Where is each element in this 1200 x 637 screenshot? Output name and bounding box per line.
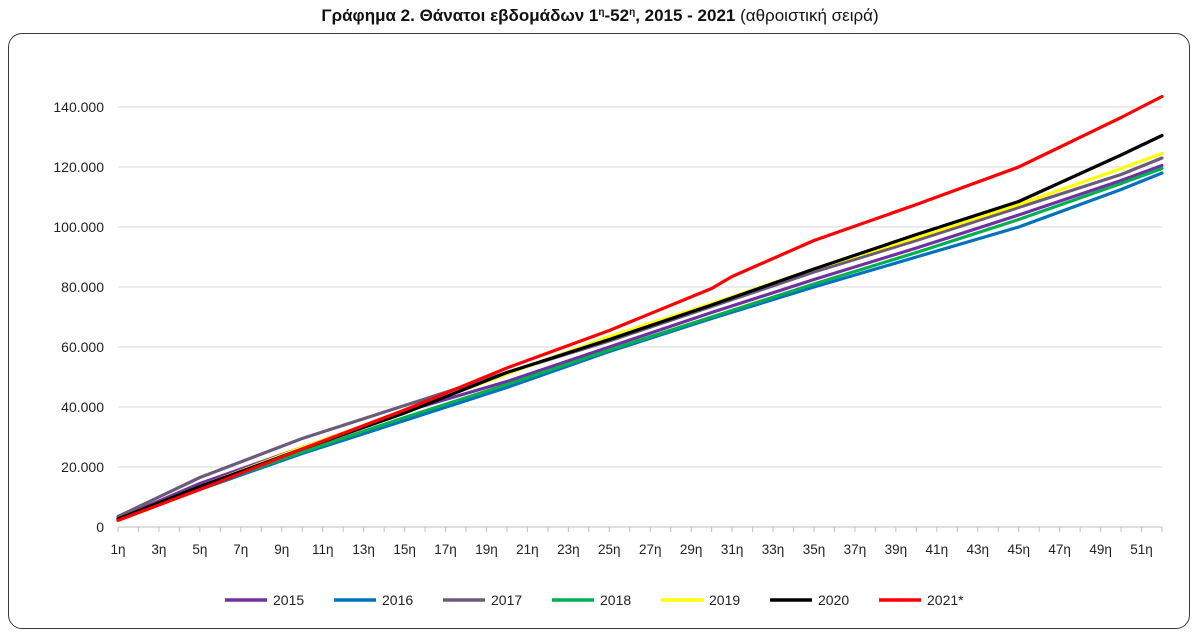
x-tick-label: 47η <box>1048 542 1071 557</box>
y-tick-label: 140.000 <box>53 99 104 115</box>
x-tick-label: 9η <box>274 542 289 557</box>
x-tick-label: 17η <box>434 542 457 557</box>
x-tick-label: 41η <box>926 542 949 557</box>
y-tick-label: 40.000 <box>61 399 104 415</box>
legend-label: 2015 <box>273 592 304 608</box>
x-tick-label: 11η <box>312 542 334 557</box>
x-tick-label: 27η <box>639 542 662 557</box>
y-tick-label: 100.000 <box>53 219 104 235</box>
title-sup-end: η <box>629 7 636 18</box>
x-tick-label: 45η <box>1007 542 1030 557</box>
x-tick-label: 23η <box>557 542 580 557</box>
x-tick-label: 5η <box>192 542 207 557</box>
legend-label: 2016 <box>382 592 413 608</box>
chart-title: Γράφημα 2. Θάνατοι εβδομάδων 1η-52η, 201… <box>0 6 1200 26</box>
legend-label: 2021* <box>927 592 964 608</box>
x-tick-label: 33η <box>762 542 785 557</box>
legend-label: 2020 <box>818 592 849 608</box>
x-tick-label: 37η <box>844 542 867 557</box>
title-sup-start: η <box>598 7 605 18</box>
x-tick-label: 43η <box>966 542 989 557</box>
title-main: Γράφημα 2. Θάνατοι εβδομάδων 1 <box>321 6 599 25</box>
x-tick-label: 29η <box>680 542 703 557</box>
x-tick-label: 25η <box>598 542 621 557</box>
title-years: , 2015 - 2021 <box>635 6 736 25</box>
legend-label: 2018 <box>600 592 631 608</box>
x-tick-label: 13η <box>352 542 375 557</box>
y-tick-label: 120.000 <box>53 159 104 175</box>
series-line-2018 <box>116 166 1164 521</box>
y-tick-label: 80.000 <box>61 279 104 295</box>
x-tick-label: 19η <box>475 542 498 557</box>
y-tick-label: 0 <box>96 519 104 535</box>
y-tick-label: 60.000 <box>61 339 104 355</box>
x-tick-label: 51η <box>1130 542 1153 557</box>
x-tick-label: 7η <box>233 542 248 557</box>
x-tick-label: 3η <box>151 542 166 557</box>
x-tick-label: 1η <box>110 542 125 557</box>
title-range: -52 <box>604 6 630 25</box>
x-tick-label: 39η <box>885 542 908 557</box>
x-tick-label: 49η <box>1089 542 1112 557</box>
title-suffix: (αθροιστική σειρά) <box>735 6 879 25</box>
y-tick-label: 20.000 <box>61 459 104 475</box>
x-tick-label: 21η <box>516 542 539 557</box>
x-tick-label: 31η <box>721 542 744 557</box>
x-tick-label: 15η <box>393 542 416 557</box>
series-line-2021 <box>116 94 1164 523</box>
x-tick-label: 35η <box>803 542 826 557</box>
legend-label: 2019 <box>709 592 740 608</box>
chart-frame <box>8 33 1190 629</box>
legend-label: 2017 <box>491 592 522 608</box>
